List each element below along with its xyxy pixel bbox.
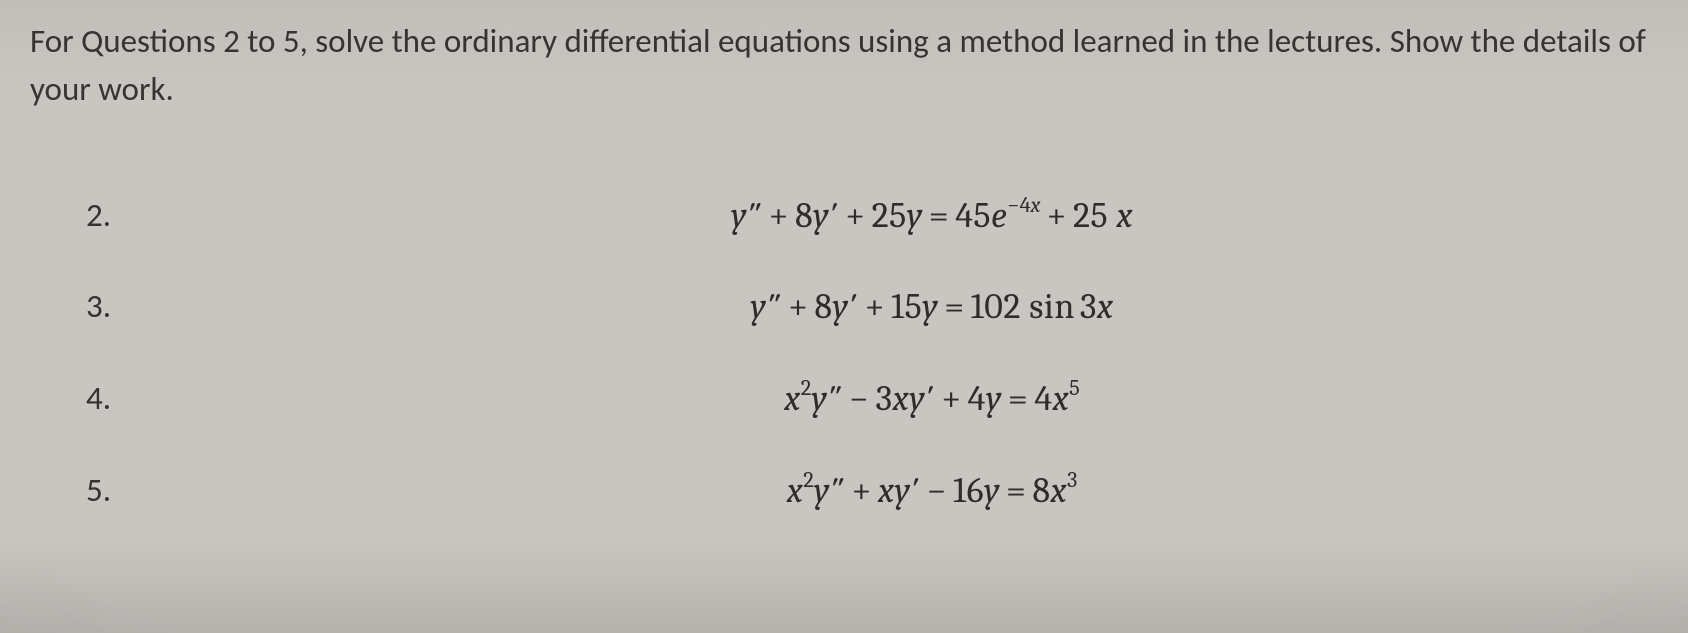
- problem-number: 3.: [30, 286, 206, 326]
- equation: y″+8y′+15y=102 sin3x: [750, 286, 1113, 327]
- equation-container: x2y″+xy′−16y=8x3: [206, 469, 1658, 511]
- equation: x2y″+xy′−16y=8x3: [787, 469, 1078, 511]
- problem-list: 2. y″+8y′+25y=45e−4x+25 x 3. y″+8y′+15y=…: [30, 194, 1658, 511]
- equation: x2y″−3xy′+4y=4x5: [784, 377, 1080, 419]
- equation-container: y″+8y′+25y=45e−4x+25 x: [206, 194, 1658, 236]
- equation-container: x2y″−3xy′+4y=4x5: [206, 377, 1658, 419]
- problem-number: 4.: [30, 378, 206, 418]
- problem-number: 5.: [30, 470, 206, 510]
- problem-row: 2. y″+8y′+25y=45e−4x+25 x: [30, 194, 1658, 236]
- problem-row: 5. x2y″+xy′−16y=8x3: [30, 469, 1658, 511]
- problem-row: 4. x2y″−3xy′+4y=4x5: [30, 377, 1658, 419]
- instructions-text: For Questions 2 to 5, solve the ordinary…: [30, 18, 1658, 114]
- equation-container: y″+8y′+15y=102 sin3x: [206, 286, 1658, 327]
- problem-number: 2.: [30, 195, 206, 235]
- problem-row: 3. y″+8y′+15y=102 sin3x: [30, 286, 1658, 327]
- equation: y″+8y′+25y=45e−4x+25 x: [731, 194, 1133, 236]
